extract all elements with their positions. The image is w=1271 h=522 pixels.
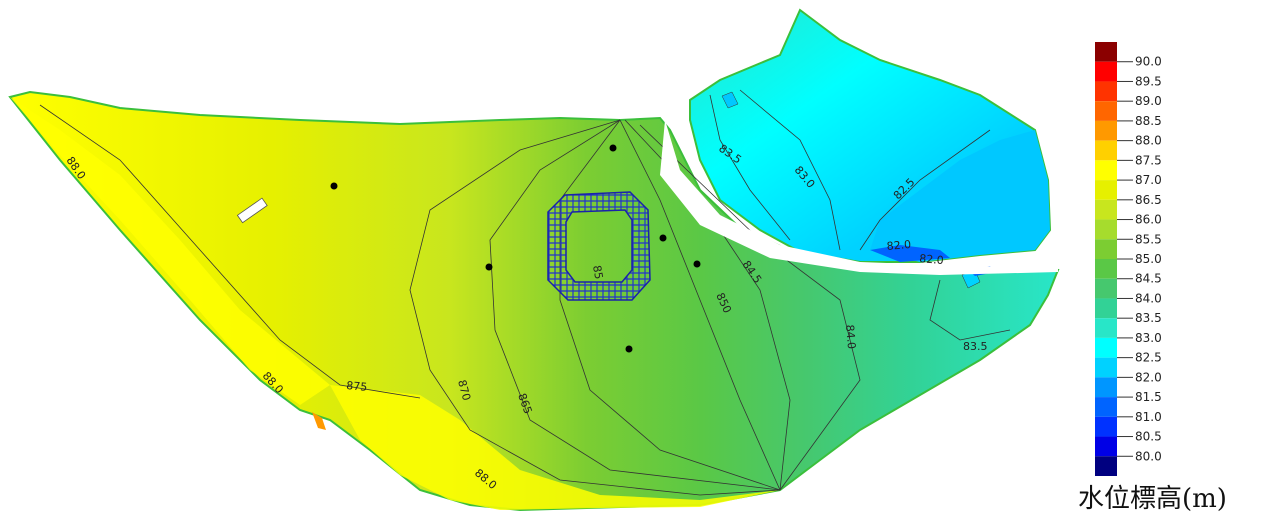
contour-label-87-5: 875: [346, 379, 368, 394]
legend-label: 86.0: [1135, 213, 1162, 227]
observation-point: [330, 182, 338, 190]
legend-label: 90.0: [1135, 55, 1162, 69]
south-yellow-band: [330, 385, 780, 510]
northern-pond: [721, 91, 739, 109]
legend-label: 88.0: [1135, 134, 1162, 148]
legend-label: 85.0: [1135, 252, 1162, 266]
legend-label: 84.0: [1135, 291, 1162, 305]
legend-label: 89.5: [1135, 74, 1162, 88]
contour-line-83-5-north: [709, 94, 791, 241]
legend-swatch: [1095, 239, 1117, 259]
legend-swatch: [1095, 436, 1117, 457]
west-yellow-band: [10, 97, 330, 405]
legend-label: 82.5: [1135, 351, 1162, 365]
southern-area: [8, 90, 1060, 512]
northern-deep-blue: [870, 245, 950, 262]
observation-point: [659, 234, 667, 242]
legend-label: 88.5: [1135, 114, 1162, 128]
contour-line-86-0: [559, 119, 781, 491]
contour-line-86-5: [489, 119, 781, 491]
legend-swatch: [1095, 456, 1117, 476]
contour-label-85-inner: 85: [590, 264, 605, 280]
observation-point: [693, 260, 701, 268]
legend-label: 87.5: [1135, 153, 1162, 167]
contour-label-82-0: 82.0: [886, 238, 912, 253]
legend-swatch: [1095, 357, 1117, 378]
legend-swatch: [1095, 120, 1117, 141]
contour-label-83-5: 83.5: [963, 340, 988, 353]
legend-label: 81.5: [1135, 390, 1162, 404]
legend-label: 81.0: [1135, 410, 1162, 424]
legend-title: 水位標高(m): [1078, 484, 1227, 514]
legend-swatch: [1095, 259, 1117, 279]
legend-label: 80.0: [1135, 449, 1162, 463]
white-building: [236, 197, 268, 224]
blue-grid-ring: [547, 191, 651, 301]
legend-label: 80.5: [1135, 430, 1162, 444]
legend-swatch: [1095, 318, 1117, 338]
observation-point: [625, 345, 633, 353]
legend-label: 84.5: [1135, 272, 1162, 286]
contour-line-87-5: [39, 104, 421, 399]
southern-area-fill: [8, 90, 1060, 512]
color-legend: 90.0 89.5 89.0 88.5 88.0 87.5 87.0 86.5 86.0 85.5…: [1095, 42, 1162, 476]
legend-swatch: [1095, 180, 1117, 200]
legend-label: 82.0: [1135, 370, 1162, 384]
legend-swatch: [1095, 298, 1117, 319]
legend-label: 83.0: [1135, 331, 1162, 345]
legend-swatch: [1095, 42, 1117, 62]
observation-points: [330, 144, 701, 353]
legend-swatch: [1095, 61, 1117, 82]
orange-patch: [312, 412, 326, 430]
contour-line-82-5-north: [859, 129, 991, 251]
legend-swatch: [1095, 337, 1117, 358]
contour-label-84-0: 84.0: [843, 324, 858, 350]
legend-swatch: [1095, 397, 1117, 417]
legend-swatch: [1095, 160, 1117, 181]
northern-area: [689, 8, 1052, 263]
legend-swatch: [1095, 278, 1117, 299]
observation-point: [485, 263, 493, 271]
legend-label: 83.5: [1135, 311, 1162, 325]
contour-line-85-0: [619, 119, 781, 491]
legend-swatch: [1095, 199, 1117, 220]
contour-label-87-0: 870: [455, 378, 473, 402]
legend-label: 87.0: [1135, 173, 1162, 187]
contour-label-82-0-b: 82.0: [919, 252, 945, 267]
contour-line-83-0-north: [739, 89, 841, 251]
contour-line-87-0: [409, 119, 781, 496]
legend-swatch: [1095, 81, 1117, 102]
legend-label: 89.0: [1135, 94, 1162, 108]
legend-swatch: [1095, 140, 1117, 161]
legend-swatch: [1095, 101, 1117, 121]
river-channel: [660, 120, 1058, 275]
observation-point: [609, 144, 617, 152]
legend-swatch: [1095, 416, 1117, 437]
contour-line-84-0: [639, 124, 861, 491]
legend-swatch: [1095, 219, 1117, 240]
legend-label: 86.5: [1135, 193, 1162, 207]
northern-blue-zone: [870, 130, 1050, 262]
legend-swatch: [1095, 377, 1117, 398]
legend-label: 85.5: [1135, 232, 1162, 246]
contour-line-83-5: [929, 279, 1011, 341]
